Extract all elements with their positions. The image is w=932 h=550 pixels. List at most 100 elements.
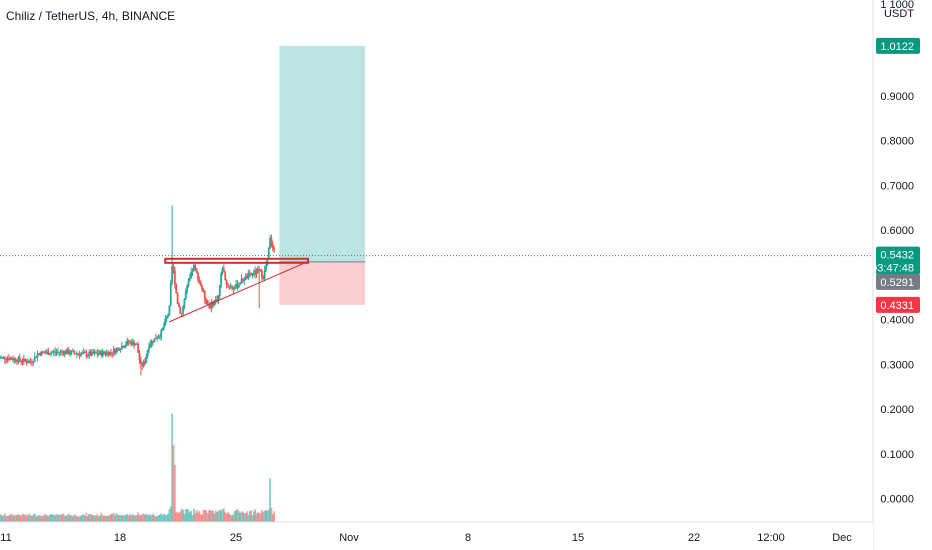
candle-body <box>141 363 144 366</box>
volume-bar <box>145 513 148 523</box>
ascending-trendline[interactable] <box>169 261 309 323</box>
drawings[interactable] <box>164 257 310 323</box>
candle-body <box>271 244 274 249</box>
candle-body <box>146 350 149 357</box>
candle-body <box>190 271 193 278</box>
candle-body <box>71 350 74 352</box>
candle-body <box>18 357 21 361</box>
volume-bar <box>119 515 122 523</box>
volume-bar <box>175 512 178 523</box>
volume-bar <box>78 516 81 523</box>
volume-bar <box>154 516 157 523</box>
candle-body <box>205 299 208 305</box>
volume-bar <box>84 515 86 523</box>
price-badge <box>876 273 920 290</box>
volume-bar <box>161 515 164 523</box>
volume-bar <box>118 515 120 523</box>
candle-body <box>273 248 276 251</box>
candle-body <box>104 353 107 355</box>
volume-bar <box>21 514 24 523</box>
volume-bar <box>262 511 265 523</box>
candle-body <box>92 351 95 354</box>
time-axis-label: 12:00 <box>757 532 785 544</box>
volume-bar <box>3 513 6 523</box>
volume-bar <box>32 514 35 523</box>
volume-bar <box>104 515 107 523</box>
price-scale-label: 1 1000 <box>880 0 914 11</box>
volume-bar <box>220 510 223 523</box>
candle-body <box>150 340 153 345</box>
candle-body <box>21 361 24 363</box>
candle-body <box>224 271 227 281</box>
time-axis-bg[interactable] <box>0 522 873 550</box>
candle-body <box>55 352 58 353</box>
resistance-zone[interactable] <box>164 257 310 264</box>
candle-body <box>173 270 176 285</box>
candle-body <box>227 284 229 286</box>
candle-body <box>161 327 164 331</box>
price-badge-label: 1.0122 <box>880 41 914 53</box>
volume-bar <box>50 513 52 523</box>
candle-body <box>254 270 257 275</box>
volume-bar <box>62 513 65 523</box>
candle-body <box>259 269 262 271</box>
volume-bar <box>108 515 111 523</box>
volume-bar <box>232 514 235 523</box>
volume-bar <box>236 508 239 523</box>
candle-body <box>84 351 86 353</box>
candle-body <box>112 349 115 354</box>
candle-body <box>157 336 160 339</box>
candle-body <box>167 314 169 317</box>
candle-body <box>63 351 66 355</box>
candle-body <box>96 353 99 355</box>
candle-body <box>89 352 92 356</box>
volume-bar <box>133 515 135 523</box>
volume-bar <box>46 515 48 523</box>
volume-bar <box>10 513 13 523</box>
volume-bar <box>5 516 8 523</box>
candle-body <box>180 313 183 315</box>
candle-body <box>40 351 43 356</box>
candle-body <box>110 351 112 353</box>
candle-body <box>35 356 37 358</box>
volume-bar <box>55 514 58 523</box>
volume-bar <box>152 514 154 523</box>
candle-body <box>61 351 63 352</box>
volume-bar <box>43 514 46 523</box>
target-zone[interactable] <box>279 45 366 262</box>
volume-bar <box>122 515 125 523</box>
volume-bar <box>48 514 51 523</box>
volume-bar <box>2 515 5 523</box>
volume-bar <box>246 511 248 523</box>
volume-bar <box>36 515 39 523</box>
volume-bar <box>163 513 165 523</box>
volume-bar <box>222 508 225 523</box>
candle-body <box>213 301 216 306</box>
volume-bar <box>97 516 100 523</box>
position-tool[interactable] <box>279 45 366 305</box>
candle-body <box>66 349 69 354</box>
candle-body <box>139 360 142 364</box>
volume-bar <box>76 516 78 523</box>
volume-bar <box>95 516 97 523</box>
candle-body <box>218 285 221 296</box>
candle-body <box>244 276 247 281</box>
candle-body <box>201 285 203 290</box>
candle-body <box>188 277 191 282</box>
candle-body <box>148 346 150 351</box>
volume-bar <box>217 510 220 523</box>
stop-zone[interactable] <box>279 261 366 305</box>
volume-bar <box>99 515 101 523</box>
candle-body <box>165 316 168 319</box>
candle-body <box>81 352 84 354</box>
volume-bar <box>41 516 44 523</box>
candle-body <box>129 341 131 343</box>
volume-bar <box>179 511 182 523</box>
candle-body <box>73 350 76 354</box>
volume-bar <box>96 513 99 523</box>
candle-body <box>29 361 32 363</box>
volume-bar <box>65 516 67 523</box>
candle-body <box>100 351 103 356</box>
candle-body <box>179 306 182 314</box>
